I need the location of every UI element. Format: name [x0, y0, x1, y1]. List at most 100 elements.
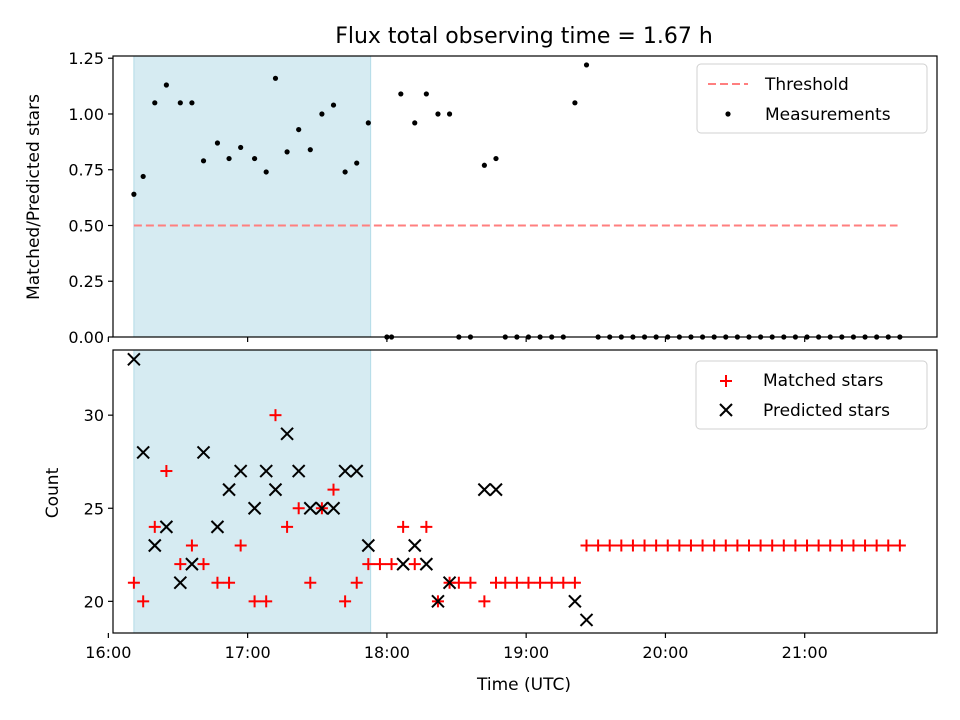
x-tick-label: 21:00	[782, 643, 828, 662]
matched-star-point	[568, 576, 581, 589]
measurement-point	[200, 158, 207, 164]
measurement-point	[272, 75, 279, 81]
predicted-star-point	[408, 538, 422, 553]
predicted-star-point	[579, 613, 594, 627]
matched-star-point	[385, 558, 398, 571]
legend-threshold-label: Threshold	[764, 75, 849, 95]
predicted-star-point	[489, 482, 503, 497]
matched-star-point	[777, 539, 790, 552]
matched-stars-points	[127, 409, 906, 608]
predicted-star-point	[326, 501, 341, 515]
matched-star-point	[174, 558, 187, 571]
bottom-legend-box	[695, 360, 928, 430]
y-tick-label: 0.50	[68, 216, 104, 235]
predicted-star-point	[361, 538, 376, 553]
x-tick-label: 19:00	[503, 643, 549, 662]
bottom-y-axis-label: Count	[43, 467, 63, 518]
predicted-stars-points	[127, 352, 594, 627]
y-tick-label: 0.75	[68, 161, 104, 180]
legend-matched-label: Matched stars	[763, 371, 883, 391]
matched-star-point	[185, 539, 198, 552]
matched-star-point	[304, 576, 317, 589]
bottom-legend: Matched stars Predicted stars	[695, 360, 928, 430]
measurement-point	[354, 160, 360, 166]
measurement-point	[307, 147, 313, 153]
top-y-ticks: 0.00 0.25 0.50 0.75 1.00 1.25	[68, 49, 113, 347]
matched-star-point	[661, 539, 674, 552]
predicted-star-point	[268, 482, 283, 497]
predicted-star-point	[280, 427, 294, 441]
top-chart-title: Flux total observing time = 1.67 h	[335, 24, 713, 49]
bottom-observing-span	[133, 349, 372, 634]
predicted-star-point	[259, 464, 273, 478]
bottom-panel: 20 25 30 16:00 17:00 18:00 19:00 20:00 21:00 Co…	[43, 349, 938, 695]
matched-star-point	[673, 539, 686, 552]
x-tick-label: 17:00	[225, 643, 271, 662]
matched-star-point	[160, 465, 173, 478]
measurement-point	[446, 111, 453, 117]
matched-star-point	[731, 539, 744, 552]
measurement-point	[423, 91, 429, 97]
matched-star-point	[499, 576, 512, 589]
predicted-star-point	[185, 557, 199, 571]
matched-star-point	[534, 576, 547, 589]
matched-star-point	[742, 539, 755, 552]
predicted-star-point	[477, 482, 492, 497]
matched-star-point	[870, 539, 883, 552]
matched-star-point	[522, 576, 535, 589]
predicted-star-point	[196, 445, 211, 460]
matched-star-point	[754, 539, 767, 552]
predicted-star-point	[136, 445, 150, 460]
predicted-star-point	[291, 464, 306, 478]
matched-star-point	[350, 576, 363, 589]
predicted-star-point	[431, 594, 445, 609]
predicted-star-point	[442, 576, 457, 590]
measurement-point	[177, 100, 183, 106]
matched-star-point	[292, 502, 305, 515]
predicted-star-point	[568, 594, 582, 609]
measurement-point	[163, 82, 169, 88]
predicted-star-point	[350, 464, 364, 478]
y-tick-label: 30	[84, 406, 104, 425]
matched-star-point	[812, 539, 825, 552]
measurement-point	[365, 120, 371, 126]
matched-star-point	[708, 539, 721, 552]
y-tick-label: 0.00	[68, 328, 104, 347]
measurement-point	[189, 100, 195, 106]
y-tick-label: 1.25	[68, 49, 104, 68]
legend-predicted-swatch	[719, 403, 733, 417]
y-tick-label: 25	[84, 499, 104, 518]
matched-star-point	[260, 595, 273, 608]
measurement-point	[251, 155, 258, 162]
measurement-point	[398, 91, 404, 97]
matched-star-point	[545, 576, 558, 589]
measurement-point	[238, 144, 244, 151]
bottom-x-axis-label: Time (UTC)	[476, 675, 571, 695]
top-legend: Threshold Measurements	[696, 63, 928, 134]
matched-star-point	[420, 520, 433, 533]
matched-star-point	[603, 539, 616, 552]
predicted-star-point	[419, 557, 434, 571]
matched-star-point	[615, 539, 628, 552]
matched-star-point	[638, 539, 651, 552]
bottom-y-ticks: 20 25 30	[84, 406, 113, 611]
bottom-x-ticks: 16:00 17:00 18:00 19:00 20:00 21:00	[85, 633, 828, 662]
measurement-point	[319, 111, 325, 117]
matched-star-point	[197, 558, 210, 571]
matched-star-point	[248, 595, 261, 608]
matched-star-point	[148, 520, 161, 533]
predicted-star-point	[247, 501, 262, 515]
measurement-point	[583, 62, 590, 68]
matched-star-point	[650, 539, 663, 552]
matched-star-point	[847, 539, 860, 552]
matched-star-point	[557, 576, 570, 589]
matched-star-point	[893, 539, 906, 552]
matched-star-point	[719, 539, 732, 552]
legend-matched-swatch	[720, 375, 732, 387]
matched-star-point	[373, 558, 386, 571]
matched-star-point	[835, 539, 848, 552]
matched-star-point	[626, 539, 639, 552]
predicted-star-point	[222, 482, 236, 497]
top-x-ticks	[107, 337, 806, 342]
